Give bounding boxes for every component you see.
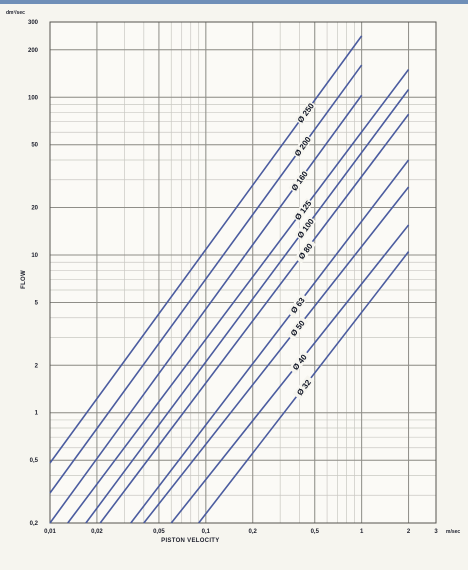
x-tick-label: 0,5 [311,529,320,535]
x-tick-label: 0,05 [153,529,165,535]
grid [49,21,437,524]
series-label-background [288,168,311,194]
series-line [85,89,410,524]
series-line [170,224,410,524]
y-tick-label: 300 [28,20,39,26]
x-tick-label: 3 [434,529,438,535]
series-line [67,69,410,524]
x-tick-label: 0,01 [44,529,56,535]
x-tick-label: 0,2 [249,529,258,535]
axes: 0,01 0,02 0,05 0,1 0,2 0,5 1 2 3 0,2 0,5 1 2 5 10 20 50 1… [6,10,460,544]
series-label-background [291,134,314,159]
plot-frame [49,21,437,524]
series-label-background [294,100,317,126]
series-line [99,113,410,524]
top-border [0,0,468,4]
series-label-background [286,292,309,318]
x-tick-label: 2 [407,529,411,535]
x-axis-unit: m/sec [446,529,460,535]
series-label-background [292,197,314,223]
series-line [49,64,363,494]
y-tick-label: 0,2 [30,521,39,527]
y-tick-label: 20 [31,206,38,212]
y-tick-label: 5 [35,300,39,306]
series-label-background [286,315,309,341]
x-tick-label: 0,1 [202,529,211,535]
x-axis-title: PISTON VELOCITY [161,538,219,544]
series-line [130,159,410,524]
y-tick-label: 2 [35,363,39,369]
y-tick-label: 200 [28,48,39,54]
y-tick-label: 50 [31,143,38,149]
x-tick-label: 1 [360,529,364,535]
series-label-background [294,238,317,264]
series-lines [49,35,410,524]
series-label-background [288,349,311,375]
series-line [143,186,410,524]
series-line [49,94,363,524]
series-label-background [292,375,315,400]
y-tick-label: 1 [35,411,39,417]
y-axis-unit: dm³/sec [6,10,25,16]
y-tick-label: 10 [31,253,38,259]
series-label-background [294,215,317,241]
y-tick-label: 0,5 [30,458,39,464]
x-tick-label: 0,02 [91,529,103,535]
y-tick-label: 100 [28,95,39,101]
y-axis-title: FLOW [21,270,27,289]
